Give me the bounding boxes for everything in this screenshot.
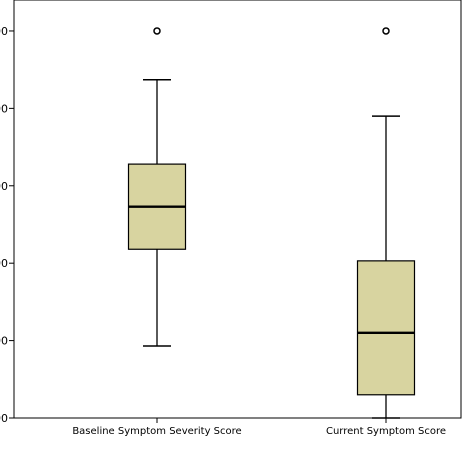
y-axis: 00 00 00 00 00 00	[0, 25, 14, 425]
box-1	[127, 27, 187, 347]
y-tick-label: 00	[0, 335, 8, 348]
box-2	[356, 27, 416, 419]
y-tick-label: 00	[0, 180, 8, 193]
category-label: Baseline Symptom Severity Score	[72, 426, 241, 437]
boxes	[127, 27, 416, 419]
y-tick-label: 00	[0, 257, 8, 270]
category-label: Current Symptom Score	[326, 426, 446, 437]
y-tick-label: 00	[0, 102, 8, 115]
x-axis: Baseline Symptom Severity Score Current S…	[72, 418, 446, 437]
y-tick-label: 00	[0, 412, 8, 425]
iqr-box	[356, 260, 416, 396]
outlier-point	[153, 27, 161, 35]
y-tick-label: 00	[0, 25, 8, 38]
outlier-point	[382, 27, 390, 35]
